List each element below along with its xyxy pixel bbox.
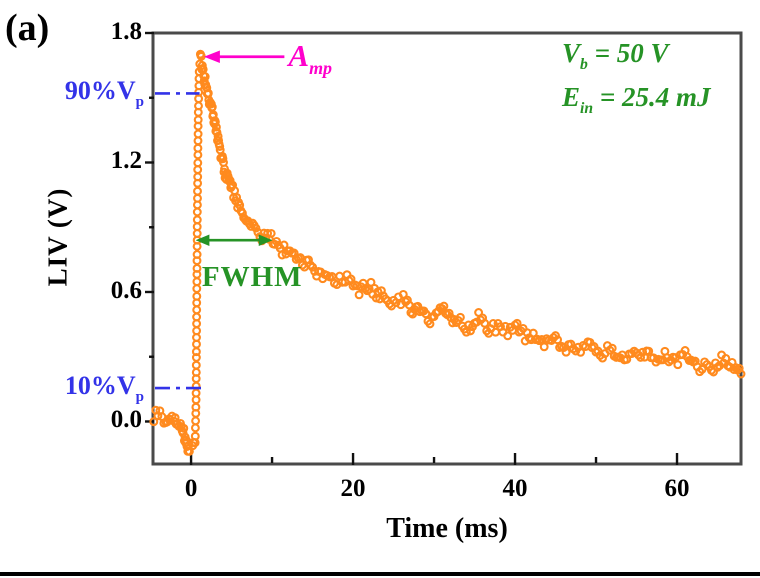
p90-vp-subscript: p	[135, 94, 144, 111]
x-tick-label: 0	[184, 475, 198, 502]
peak-arrow	[204, 50, 285, 63]
p90-vp-label: 90%Vp	[0, 76, 144, 111]
bias-voltage-symbol: V	[562, 38, 581, 68]
fwhm-arrow	[195, 234, 273, 246]
peak-amplitude-label: Amp	[288, 38, 332, 79]
x-tick-label: 20	[340, 475, 366, 502]
y-tick-label: 0.6	[110, 276, 142, 304]
peak-amplitude-subscript: mp	[309, 57, 333, 78]
bias-voltage-label: Vb = 50 V	[562, 38, 669, 74]
p10-vp-text: 10%V	[64, 371, 136, 401]
y-axis-title: LIV (V)	[42, 187, 73, 287]
panel-label: (a)	[5, 7, 50, 49]
figure-bottom-rule	[0, 572, 760, 576]
x-tick-label: 40	[502, 475, 528, 502]
y-tick-label: 0.0	[110, 406, 142, 434]
x-axis-title: Time (ms)	[386, 513, 508, 544]
input-energy-subscript: in	[580, 100, 594, 118]
y-tick-label: 1.2	[110, 147, 142, 175]
scatter-series	[149, 49, 746, 456]
p10-vp-subscript: p	[135, 388, 144, 405]
bias-voltage-value: = 50 V	[587, 38, 669, 68]
bias-voltage-subscript: b	[580, 56, 588, 74]
y-tick-label: 1.8	[110, 18, 142, 45]
input-energy-value: = 25.4 mJ	[593, 82, 711, 112]
p90-vp-text: 90%V	[64, 76, 136, 106]
input-energy-symbol: E	[562, 82, 581, 112]
input-energy-label: Ein = 25.4 mJ	[562, 82, 710, 118]
fwhm-label: FWHM	[201, 261, 303, 294]
vp-level-lines	[155, 92, 206, 390]
x-tick-label: 60	[664, 475, 690, 502]
peak-amplitude-text: A	[288, 37, 310, 73]
p10-vp-label: 10%Vp	[0, 371, 144, 406]
plot-frame	[151, 31, 743, 466]
